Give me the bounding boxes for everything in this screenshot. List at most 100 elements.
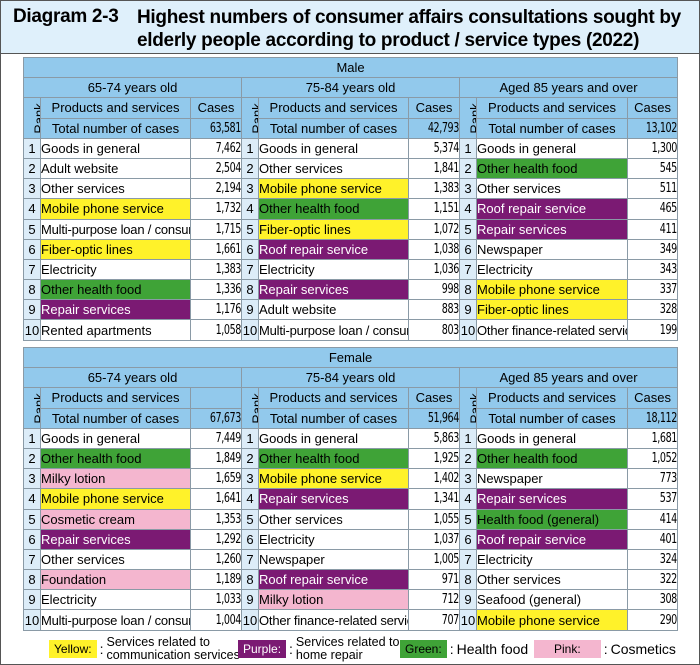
cases-cell: 1,681 bbox=[626, 427, 679, 449]
product-cell: Repair services bbox=[40, 299, 191, 321]
cases-cell: 1,005 bbox=[408, 548, 460, 571]
rank-cell: 2 bbox=[241, 447, 259, 470]
cases-cell: 337 bbox=[626, 279, 679, 301]
cases-cell: 328 bbox=[626, 299, 679, 321]
rank-cell: 4 bbox=[23, 488, 41, 510]
product-cell: Repair services bbox=[476, 488, 628, 510]
legend-swatch-purple: Purple: bbox=[238, 640, 287, 658]
female-gender-header: Female bbox=[22, 346, 679, 369]
table-row: 4 Mobile phone service 1,641 4 Repair servic… bbox=[23, 488, 679, 510]
cases-cell: 545 bbox=[626, 157, 679, 180]
products-header: Products and services bbox=[476, 97, 628, 119]
product-cell: Fiber-optic lines bbox=[476, 299, 628, 321]
product-cell: Newspaper bbox=[258, 548, 409, 571]
total-cases: 63,581 bbox=[190, 117, 242, 139]
product-cell: Goods in general bbox=[258, 427, 409, 449]
female-age-group-header: 65-74 years old bbox=[23, 367, 242, 389]
cases-cell: 343 bbox=[626, 258, 679, 281]
rank-cell: 3 bbox=[241, 468, 259, 490]
product-cell: Newspaper bbox=[476, 238, 628, 260]
table-row: 4 Mobile phone service 1,732 4 Other health … bbox=[23, 198, 679, 220]
cases-cell: 1,176 bbox=[190, 299, 242, 321]
product-cell: Goods in general bbox=[40, 137, 191, 159]
total-label: Total number of cases bbox=[40, 117, 191, 139]
cases-cell: 1,037 bbox=[408, 528, 460, 550]
rank-header: Rank bbox=[459, 387, 477, 429]
rank-cell: 2 bbox=[241, 157, 259, 180]
rank-cell: 10 bbox=[23, 609, 41, 631]
rank-cell: 6 bbox=[241, 528, 259, 550]
product-cell: Electricity bbox=[40, 258, 191, 281]
product-cell: Other services bbox=[476, 569, 628, 591]
cases-header: Cases bbox=[190, 97, 242, 119]
cases-cell: 1,715 bbox=[190, 218, 242, 240]
rank-cell: 9 bbox=[459, 589, 477, 611]
rank-cell: 8 bbox=[459, 279, 477, 301]
cases-cell: 1,072 bbox=[408, 218, 460, 240]
cases-cell: 1,732 bbox=[190, 198, 242, 220]
product-cell: Newspaper bbox=[476, 468, 628, 490]
total-label: Total number of cases bbox=[476, 407, 628, 429]
male-table: Male 65-74 years old 75-84 years old Aged 8… bbox=[22, 56, 679, 341]
cases-cell: 465 bbox=[626, 198, 679, 220]
product-cell: Other health food bbox=[476, 447, 628, 470]
product-cell: Repair services bbox=[40, 528, 191, 550]
rank-header: Rank bbox=[23, 387, 41, 429]
total-cases: 67,673 bbox=[190, 407, 242, 429]
cases-cell: 414 bbox=[626, 508, 679, 530]
product-cell: Mobile phone service bbox=[258, 468, 409, 490]
male-gender-header: Male bbox=[22, 56, 679, 79]
legend-item-green: Green: : Health food bbox=[400, 640, 528, 658]
rank-cell: 1 bbox=[23, 427, 41, 449]
cases-cell: 1,659 bbox=[190, 468, 242, 490]
product-cell: Other services bbox=[476, 178, 628, 200]
products-header: Products and services bbox=[258, 97, 409, 119]
product-cell: Adult website bbox=[258, 299, 409, 321]
cases-cell: 1,292 bbox=[190, 528, 242, 550]
product-cell: Other health food bbox=[40, 279, 191, 301]
cases-cell: 324 bbox=[626, 548, 679, 571]
table-row: 1 Goods in general 7,449 1 Goods in general 5… bbox=[23, 427, 679, 449]
cases-cell: 1,402 bbox=[408, 468, 460, 490]
cases-cell: 2,504 bbox=[190, 157, 242, 180]
total-cases: 13,102 bbox=[626, 117, 679, 139]
rank-cell: 2 bbox=[459, 157, 477, 180]
products-header: Products and services bbox=[40, 97, 191, 119]
rank-cell: 1 bbox=[459, 137, 477, 159]
legend: Yellow: : Services related to communicati… bbox=[0, 632, 700, 662]
rank-cell: 6 bbox=[459, 238, 477, 260]
rank-cell: 7 bbox=[23, 548, 41, 571]
rank-cell: 6 bbox=[241, 238, 259, 260]
diagram-title: Highest numbers of consumer affairs cons… bbox=[137, 7, 681, 51]
cases-cell: 1,033 bbox=[190, 589, 242, 611]
cases-cell: 1,383 bbox=[408, 178, 460, 200]
rank-cell: 8 bbox=[23, 279, 41, 301]
cases-cell: 1,055 bbox=[408, 508, 460, 530]
rank-cell: 3 bbox=[459, 178, 477, 200]
rank-cell: 1 bbox=[241, 427, 259, 449]
rank-cell: 7 bbox=[23, 258, 41, 281]
legend-item-yellow: Yellow: : Services related to communicati… bbox=[49, 636, 240, 662]
product-cell: Foundation bbox=[40, 569, 191, 591]
total-label: Total number of cases bbox=[258, 407, 409, 429]
diagram-number: Diagram 2-3 bbox=[13, 6, 119, 27]
cases-cell: 1,661 bbox=[190, 238, 242, 260]
products-header: Products and services bbox=[40, 387, 191, 409]
rank-cell: 10 bbox=[459, 609, 477, 631]
product-cell: Health food (general) bbox=[476, 508, 628, 530]
rank-cell: 4 bbox=[459, 198, 477, 220]
legend-swatch-yellow: Yellow: bbox=[49, 640, 97, 658]
rank-cell: 3 bbox=[23, 468, 41, 490]
male-age-group-header: 65-74 years old bbox=[23, 77, 242, 99]
cases-cell: 1,383 bbox=[190, 258, 242, 281]
product-cell: Other health food bbox=[258, 198, 409, 220]
product-cell: Other finance-related services bbox=[476, 319, 628, 341]
product-cell: Multi-purpose loan / consumer loan bbox=[40, 218, 191, 240]
product-cell: Electricity bbox=[476, 258, 628, 281]
product-cell: Goods in general bbox=[476, 427, 628, 449]
legend-item-pink: Pink: : Cosmetics bbox=[534, 640, 676, 658]
product-cell: Other health food bbox=[258, 447, 409, 470]
rank-cell: 9 bbox=[241, 299, 259, 321]
rank-cell: 4 bbox=[241, 488, 259, 510]
table-row: 3 Other services 2,194 3 Mobile phone servic… bbox=[23, 178, 679, 200]
